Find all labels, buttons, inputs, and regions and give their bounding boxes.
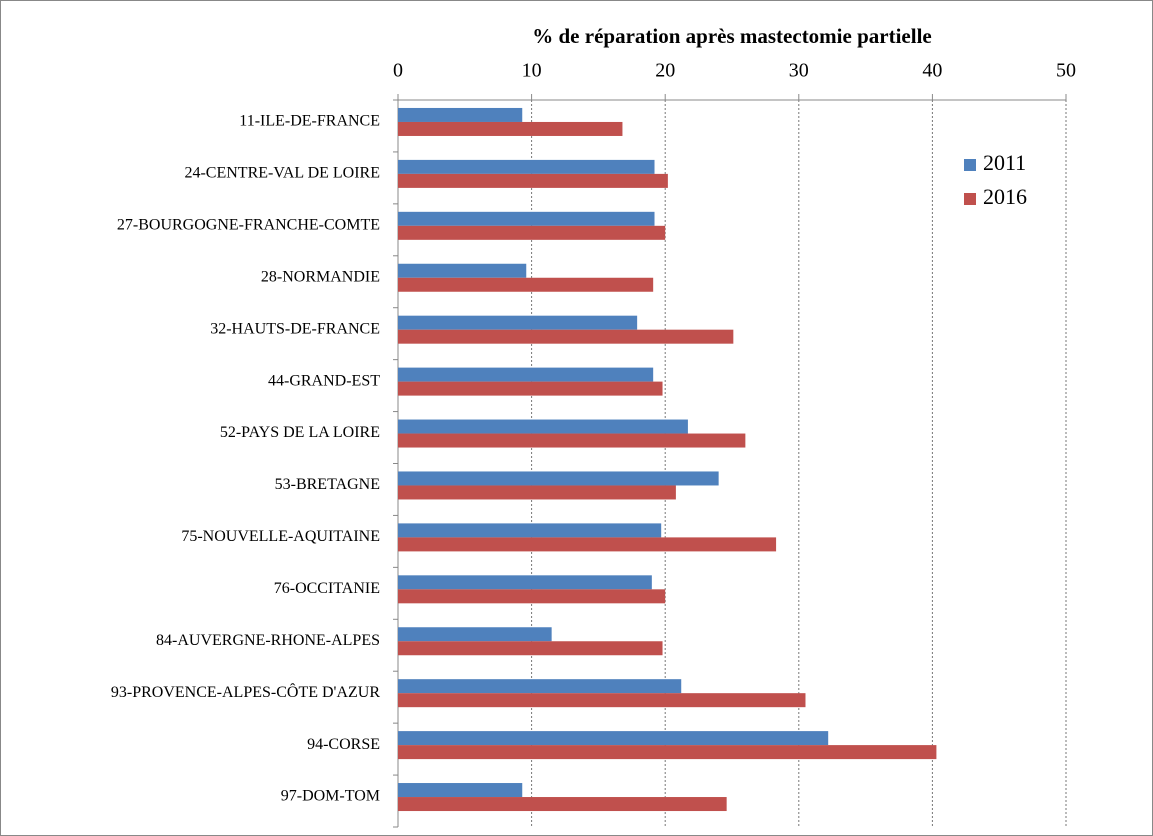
bar <box>398 277 654 292</box>
y-tick-label: 11-ILE-DE-FRANCE <box>239 113 380 130</box>
bar <box>398 679 682 694</box>
bar <box>398 693 806 708</box>
bar <box>398 107 523 122</box>
y-tick-label: 27-BOURGOGNE-FRANCHE-COMTE <box>117 216 380 233</box>
y-tick-label: 24-CENTRE-VAL DE LOIRE <box>184 165 380 182</box>
y-tick-label: 75-NOUVELLE-AQUITAINE <box>181 528 380 545</box>
legend-swatch <box>964 159 976 171</box>
y-tick-label: 94-CORSE <box>307 736 380 753</box>
bar <box>398 329 734 344</box>
legend-label: 2016 <box>983 184 1027 209</box>
bar <box>398 315 638 330</box>
bar <box>398 433 746 448</box>
bar <box>398 575 652 590</box>
y-tick-label: 76-OCCITANIE <box>274 580 380 597</box>
bar <box>398 731 829 746</box>
x-tick-label: 10 <box>522 60 542 82</box>
y-tick-label: 93-PROVENCE-ALPES-CÔTE D'AZUR <box>111 682 380 701</box>
y-tick-label: 32-HAUTS-DE-FRANCE <box>210 320 380 337</box>
bar <box>398 485 676 500</box>
x-tick-label: 20 <box>655 60 675 82</box>
bar <box>398 173 668 188</box>
y-tick-label: 53-BRETAGNE <box>275 476 380 493</box>
bar <box>398 121 623 136</box>
y-tick-label: 97-DOM-TOM <box>281 788 380 805</box>
bar <box>398 211 655 226</box>
bar <box>398 537 777 552</box>
x-tick-label: 30 <box>789 60 809 82</box>
x-tick-label: 40 <box>922 60 942 82</box>
legend-swatch <box>964 193 976 205</box>
bar <box>398 745 937 760</box>
y-tick-label: 52-PAYS DE LA LOIRE <box>220 424 380 441</box>
bar <box>398 589 666 604</box>
chart-title: % de réparation après mastectomie partie… <box>532 24 931 48</box>
bar <box>398 225 666 240</box>
legend-label: 2011 <box>983 150 1026 175</box>
bar <box>398 159 655 174</box>
bar <box>398 381 663 396</box>
bar <box>398 641 663 656</box>
y-tick-label: 28-NORMANDIE <box>261 268 380 285</box>
bar <box>398 471 719 486</box>
bar <box>398 419 688 434</box>
bar <box>398 523 662 538</box>
x-tick-label: 50 <box>1056 60 1076 82</box>
bar <box>398 627 552 642</box>
x-tick-label: 0 <box>393 60 403 82</box>
bar <box>398 263 527 278</box>
bar <box>398 783 523 798</box>
y-tick-label: 44-GRAND-EST <box>268 372 380 389</box>
y-tick-label: 84-AUVERGNE-RHONE-ALPES <box>156 632 380 649</box>
bar <box>398 797 727 812</box>
bar <box>398 367 654 382</box>
